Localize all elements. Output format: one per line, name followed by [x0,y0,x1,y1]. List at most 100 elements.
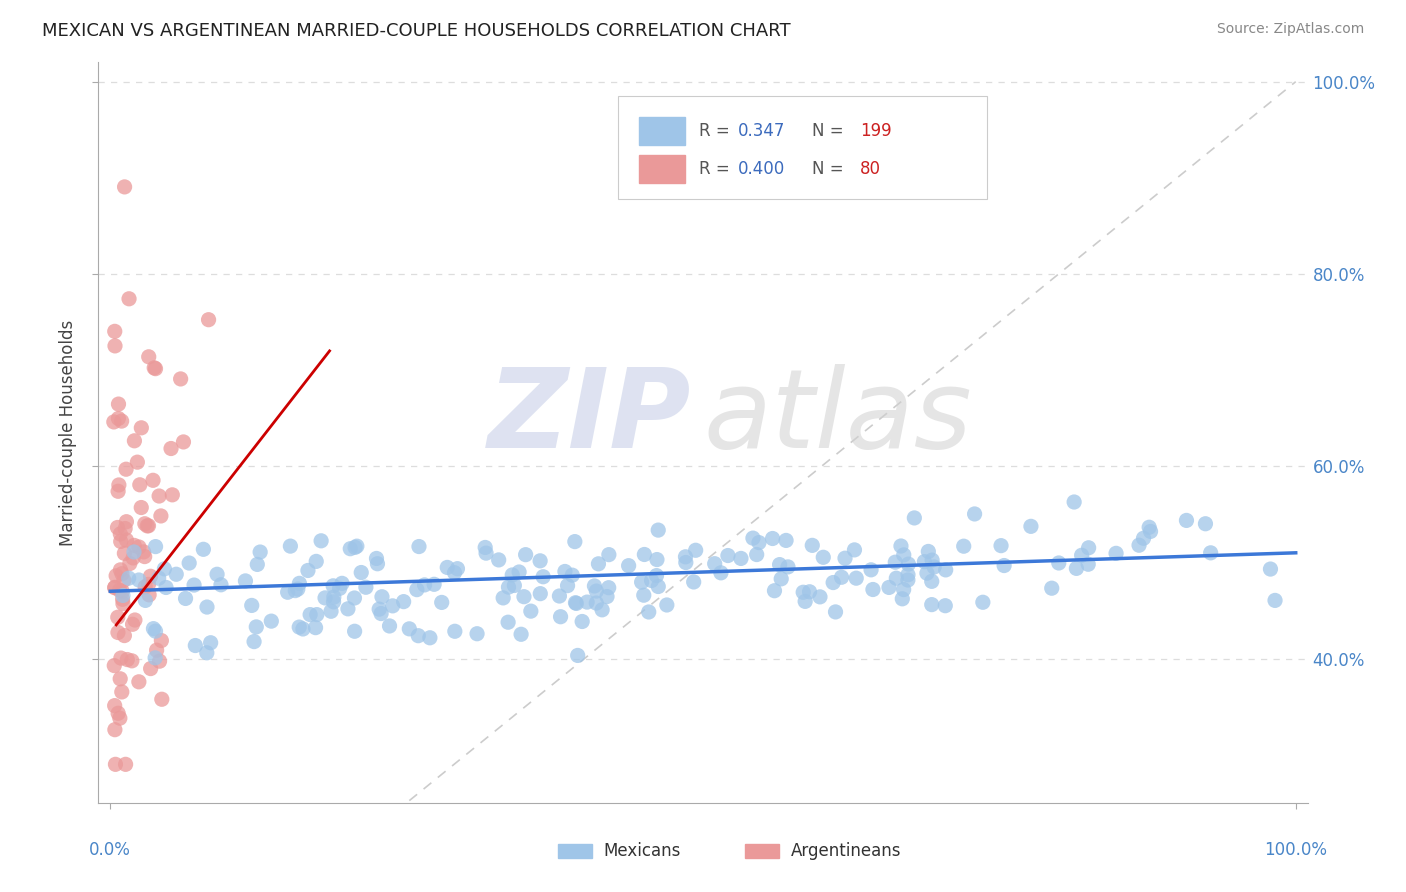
Text: 0.347: 0.347 [738,121,786,140]
Point [107,625,129,640]
Text: 199: 199 [860,121,891,140]
Point [134,549,156,564]
Bar [638,117,685,145]
Point [121,617,143,632]
Point [174,591,197,606]
Point [1077,558,1099,572]
Point [104,581,127,595]
Point [884,555,907,569]
Point [172,434,194,449]
Point [823,575,845,590]
Point [200,636,222,650]
Point [1132,531,1154,545]
Point [143,651,166,665]
Point [131,421,153,435]
Point [529,587,551,601]
Point [557,579,579,593]
Point [132,545,155,559]
Point [685,543,707,558]
Point [834,551,856,566]
Point [111,589,134,603]
Point [107,706,129,721]
Point [330,576,353,591]
Point [503,578,526,592]
Point [134,580,156,594]
Point [195,600,218,615]
Point [107,411,129,425]
Point [197,312,219,326]
Point [917,544,939,558]
Point [897,573,920,587]
Point [288,620,311,634]
Point [893,582,915,597]
Point [813,550,835,565]
Point [110,651,132,665]
Point [443,566,465,580]
Point [884,571,907,585]
Point [108,672,131,686]
Point [413,578,436,592]
Point [763,583,786,598]
Point [1194,516,1216,531]
Point [155,581,177,595]
Point [446,562,468,576]
Point [585,596,607,610]
Point [235,574,257,588]
Point [165,567,187,582]
Point [284,583,307,598]
Point [169,372,191,386]
Point [107,484,129,499]
Point [548,589,571,603]
Point [921,598,943,612]
Point [240,599,263,613]
Point [801,538,824,552]
Point [110,563,132,577]
Point [585,584,607,599]
Point [111,414,134,428]
Point [934,599,956,613]
Point [730,551,752,566]
Point [305,607,328,622]
Point [112,546,135,560]
Point [406,629,429,643]
Point [591,603,613,617]
Point [588,557,610,571]
Point [378,619,401,633]
Point [1070,549,1092,563]
Point [134,516,156,531]
Point [142,473,165,487]
Point [405,582,427,597]
Point [515,548,537,562]
Point [124,613,146,627]
Point [299,607,322,622]
Point [145,624,167,639]
Point [564,596,586,610]
Point [245,620,267,634]
Point [110,527,132,541]
Point [501,568,523,582]
Point [136,519,159,533]
Point [243,634,266,648]
Point [142,622,165,636]
Point [111,592,134,607]
Point [498,580,520,594]
Point [510,627,533,641]
Point [492,591,515,605]
Point [1040,581,1063,595]
Y-axis label: Married-couple Households: Married-couple Households [59,319,77,546]
Point [205,567,228,582]
Text: 0.0%: 0.0% [90,841,131,859]
Point [118,292,141,306]
Point [149,508,172,523]
Point [617,558,640,573]
Point [145,540,167,554]
Point [209,578,232,592]
Point [993,558,1015,573]
Point [111,584,134,599]
Point [645,552,668,566]
Point [150,692,173,706]
Point [329,582,352,596]
Point [322,590,344,604]
Bar [745,844,779,857]
Point [794,594,817,608]
